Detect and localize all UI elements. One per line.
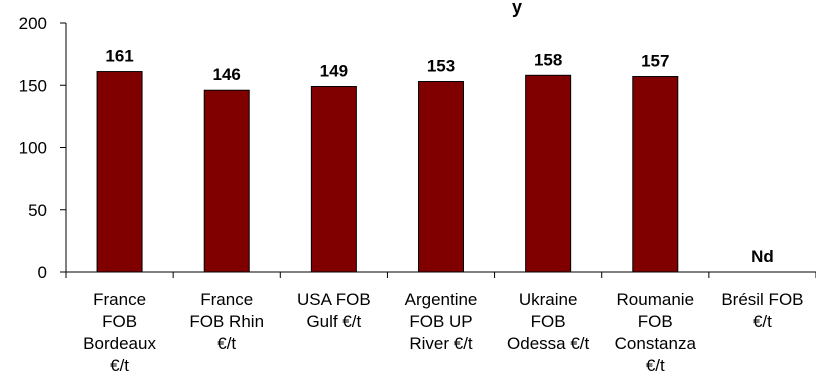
category-labels: France FOB Bordeaux €/t France FOB Rhin €/t USA… [83, 290, 803, 375]
x-category-label-line: FOB [531, 312, 566, 331]
x-category-label-line: Bordeaux [83, 334, 156, 353]
x-category-label-line: Argentine [405, 290, 478, 309]
x-category-label: USA FOB Gulf €/t [297, 290, 371, 331]
x-category-label: Brésil FOB €/t [721, 290, 803, 331]
bar-data-label: 146 [213, 65, 241, 84]
x-category-label: France FOB Rhin €/t [189, 290, 264, 353]
x-category-label-line: FOB Rhin [189, 312, 264, 331]
bar [632, 76, 679, 273]
bar [203, 89, 250, 273]
y-tick-label: 0 [38, 263, 47, 282]
bar [418, 81, 464, 273]
bar-data-label: 161 [105, 47, 133, 66]
x-category-label: France FOB Bordeaux €/t [83, 290, 156, 375]
x-category-label-line: Gulf €/t [306, 312, 361, 331]
x-category-label-line: Brésil FOB [721, 290, 803, 309]
bar [525, 74, 572, 273]
x-category-label-line: FOB UP [409, 312, 472, 331]
x-category-label-line: Odessa €/t [507, 334, 589, 353]
x-category-label-line: USA FOB [297, 290, 371, 309]
data-labels: 161 146 149 153 158 157 Nd [105, 47, 773, 266]
x-category-label: Argentine FOB UP River €/t [405, 290, 478, 353]
x-category-label-line: €/t [753, 312, 772, 331]
x-category-label-line: France [200, 290, 253, 309]
bar-data-label: 157 [641, 52, 669, 71]
x-category-label-line: €/t [110, 356, 129, 375]
x-category-label-line: FOB [102, 312, 137, 331]
x-category-label-line: Ukraine [519, 290, 578, 309]
y-tick-label: 150 [19, 76, 47, 95]
bar-data-label: 149 [320, 61, 348, 80]
x-category-label-line: €/t [217, 334, 236, 353]
bar-data-label: 153 [427, 57, 455, 76]
x-category-label: Ukraine FOB Odessa €/t [507, 290, 589, 353]
y-tick-label: 200 [19, 14, 47, 33]
x-category-label-line: €/t [646, 356, 665, 375]
y-tick-label: 50 [28, 201, 47, 220]
bar [310, 85, 357, 273]
x-category-label-line: Constanza [615, 334, 697, 353]
bar-data-label: 158 [534, 50, 562, 69]
x-category-label-line: France [93, 290, 146, 309]
chart-title-fragment: y [512, 0, 522, 17]
x-category-label-line: FOB [638, 312, 673, 331]
x-category-label-line: River €/t [409, 334, 473, 353]
x-category-label: Roumanie FOB Constanza €/t [615, 290, 697, 375]
y-axis: 0 50 100 150 200 [19, 14, 816, 282]
x-category-label-line: Roumanie [617, 290, 695, 309]
bars [96, 71, 679, 273]
bar [96, 71, 143, 273]
y-tick-label: 100 [19, 139, 47, 158]
bar-data-label: Nd [751, 247, 774, 266]
